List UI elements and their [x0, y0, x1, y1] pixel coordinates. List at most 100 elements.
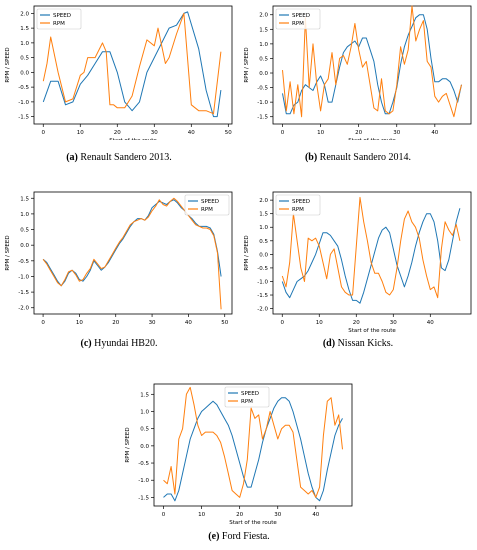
caption-ford-fiesta: (e) Ford Fiesta. — [120, 531, 358, 542]
legend-label-rpm: RPM — [53, 21, 65, 27]
y-tick-label: -2.0 — [18, 306, 29, 312]
panel-renault-sandero-2014: 0 10 20 30 40 -1.5 -1.0 -0.5 0.0 0.5 1.0 1.5 2.0 Star… — [239, 0, 477, 144]
y-tick-label: 0.5 — [259, 239, 268, 245]
y-tick-label: -1.0 — [18, 100, 29, 106]
legend: SPEED RPM — [184, 194, 230, 216]
series-line-speed — [281, 208, 461, 304]
legend: SPEED RPM — [36, 8, 82, 30]
legend-label-rpm: RPM — [292, 207, 304, 213]
y-tick-label: 1.0 — [259, 225, 268, 231]
y-tick-label: 1.0 — [20, 212, 29, 218]
y-tick-label: -2.0 — [257, 307, 268, 313]
y-tick-label: 1.5 — [140, 392, 149, 398]
x-tick-label: 40 — [431, 130, 438, 136]
caption-hyundai-hb20: (c) Hyundai HB20. — [0, 338, 238, 349]
x-axis-label: Start of the route — [109, 138, 157, 140]
y-tick-label: -1.0 — [18, 274, 29, 280]
caption-label: (b) — [304, 152, 318, 163]
legend-label-speed: SPEED — [201, 199, 219, 205]
caption-label: (c) — [80, 338, 92, 349]
y-tick-label: 2.0 — [20, 11, 29, 17]
legend-box — [36, 8, 82, 30]
x-tick-label: 10 — [77, 130, 84, 136]
y-tick-label: 1.5 — [259, 212, 268, 218]
y-tick-label: 1.5 — [20, 26, 29, 32]
y-tick-label: -1.0 — [257, 100, 268, 106]
x-tick-label: 10 — [76, 320, 83, 326]
y-tick-label: 0.0 — [20, 243, 29, 249]
legend: SPEED RPM — [224, 386, 270, 408]
axes-frame — [33, 5, 233, 125]
y-tick-label: -1.5 — [138, 495, 149, 501]
x-tick-label: 20 — [355, 130, 362, 136]
y-tick-label: -0.5 — [138, 461, 149, 467]
axes-frame — [153, 383, 353, 507]
y-tick-label: 1.0 — [259, 42, 268, 48]
y-tick-label: -1.5 — [18, 290, 29, 296]
x-tick-label: 20 — [112, 320, 119, 326]
legend-label-speed: SPEED — [53, 13, 71, 19]
y-tick-label: 1.5 — [20, 196, 29, 202]
legend: SPEED RPM — [275, 194, 321, 216]
y-axis-label: RPM / SPEED — [5, 235, 11, 270]
x-tick-label: 0 — [281, 130, 285, 136]
axes-frame — [272, 191, 472, 315]
legend: SPEED RPM — [275, 8, 321, 30]
x-axis-label: Start of the route — [229, 520, 277, 526]
x-tick-label: 20 — [236, 512, 243, 518]
y-axis-label: RPM / SPEED — [125, 427, 131, 462]
caption-text: Renault Sandero 2013. — [80, 152, 172, 163]
chart-nissan-kicks: 0 10 20 30 40 -2.0 -1.5 -1.0 -0.5 0.0 0.5 1.0 1.5 2.0… — [244, 191, 472, 334]
x-tick-label: 40 — [312, 512, 319, 518]
series-line-rpm — [282, 5, 462, 118]
x-tick-label: 30 — [151, 130, 158, 136]
x-tick-label: 20 — [114, 130, 121, 136]
legend-box — [184, 194, 230, 216]
axes-frame — [33, 191, 233, 315]
legend-box — [275, 194, 321, 216]
x-tick-label: 30 — [274, 512, 281, 518]
y-axis-label: RPM / SPEED — [244, 235, 250, 270]
legend-box — [224, 386, 270, 408]
legend-label-rpm: RPM — [241, 399, 253, 405]
y-tick-label: 0.5 — [20, 56, 29, 62]
x-tick-label: 0 — [162, 512, 166, 518]
y-tick-label: 1.5 — [259, 27, 268, 33]
y-tick-label: 0.0 — [259, 252, 268, 258]
y-tick-label: 1.0 — [140, 409, 149, 415]
y-tick-label: 2.0 — [259, 13, 268, 19]
panel-hyundai-hb20: 0 10 20 30 40 50 -2.0 -1.5 -1.0 -0.5 0.0 0.5 1.0 1.5 R… — [0, 186, 238, 336]
y-tick-label: 2.0 — [259, 198, 268, 204]
series-line-rpm — [42, 197, 222, 310]
caption-text: Renault Sandero 2014. — [319, 152, 412, 163]
y-tick-label: 0.0 — [259, 71, 268, 77]
y-tick-label: 1.0 — [20, 41, 29, 47]
chart-renault-sandero-2014: 0 10 20 30 40 -1.5 -1.0 -0.5 0.0 0.5 1.0 1.5 2.0 Star… — [244, 5, 472, 144]
x-tick-label: 10 — [317, 130, 324, 136]
panel-renault-sandero-2013: 0 10 20 30 40 50 -1.5 -1.0 -0.5 0.0 0.5 1.0 1.5 2.0 St… — [0, 0, 238, 144]
y-tick-label: 0.5 — [140, 427, 149, 433]
x-tick-label: 0 — [41, 320, 45, 326]
axes-frame — [272, 5, 472, 125]
x-tick-label: 40 — [185, 320, 192, 326]
x-tick-label: 40 — [427, 320, 434, 326]
y-tick-label: -0.5 — [18, 259, 29, 265]
x-tick-label: 30 — [390, 320, 397, 326]
caption-text: Hyundai HB20. — [94, 338, 158, 349]
y-tick-label: 0.0 — [20, 70, 29, 76]
y-tick-label: 0.5 — [259, 56, 268, 62]
series-line-speed — [163, 397, 343, 502]
caption-nissan-kicks: (d) Nissan Kicks. — [239, 338, 477, 349]
caption-label: (a) — [66, 152, 78, 163]
panel-nissan-kicks: 0 10 20 30 40 -2.0 -1.5 -1.0 -0.5 0.0 0.5 1.0 1.5 2.0… — [239, 186, 477, 336]
legend-label-speed: SPEED — [292, 13, 310, 19]
x-tick-label: 30 — [149, 320, 156, 326]
y-tick-label: -1.5 — [18, 115, 29, 121]
panel-ford-fiesta: 0 10 20 30 40 -1.5 -1.0 -0.5 0.0 0.5 1.0 1.5 Start o… — [120, 378, 358, 528]
x-tick-label: 20 — [353, 320, 360, 326]
y-tick-label: -1.5 — [257, 115, 268, 121]
x-tick-label: 30 — [393, 130, 400, 136]
series-line-rpm — [42, 12, 222, 115]
series-line-rpm — [163, 386, 343, 498]
